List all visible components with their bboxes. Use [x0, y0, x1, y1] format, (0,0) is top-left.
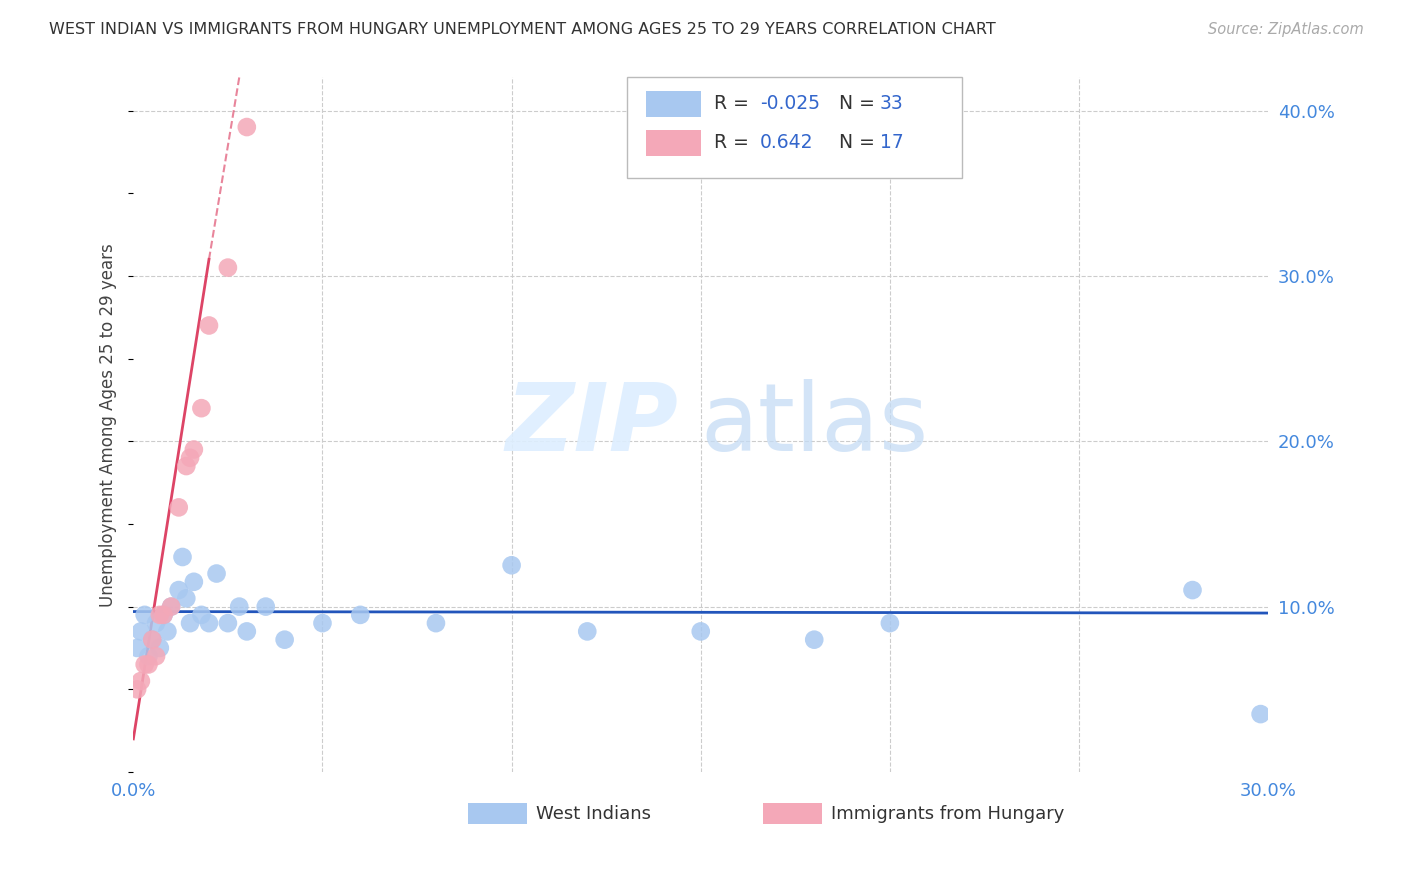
Point: [134, 657, 156, 672]
Point: [141, 632, 163, 647]
Text: R =: R =: [714, 95, 755, 113]
Point: [179, 616, 201, 631]
Point: [160, 599, 183, 614]
Text: Source: ZipAtlas.com: Source: ZipAtlas.com: [1208, 22, 1364, 37]
Point: [236, 624, 259, 639]
Point: [145, 649, 167, 664]
Point: [183, 442, 205, 457]
Point: [349, 607, 371, 622]
Text: N =: N =: [839, 133, 882, 152]
Point: [217, 616, 239, 631]
Point: [228, 599, 250, 614]
Point: [179, 450, 201, 465]
FancyBboxPatch shape: [763, 803, 823, 824]
Point: [127, 682, 149, 697]
Point: [190, 607, 212, 622]
Point: [172, 549, 194, 564]
Point: [149, 607, 172, 622]
Point: [145, 616, 167, 631]
Point: [217, 260, 239, 275]
Y-axis label: Unemployment Among Ages 25 to 29 years: Unemployment Among Ages 25 to 29 years: [100, 243, 117, 607]
Point: [129, 673, 152, 688]
Text: 0.642: 0.642: [759, 133, 813, 152]
Point: [198, 318, 221, 333]
Point: [273, 632, 295, 647]
Point: [576, 624, 599, 639]
Point: [138, 657, 160, 672]
Point: [152, 607, 174, 622]
Point: [183, 574, 205, 589]
FancyBboxPatch shape: [627, 78, 962, 178]
Point: [1250, 707, 1272, 722]
Text: Immigrants from Hungary: Immigrants from Hungary: [831, 805, 1064, 822]
Point: [803, 632, 825, 647]
Point: [141, 632, 163, 647]
Point: [167, 500, 190, 515]
Point: [138, 649, 160, 664]
Point: [254, 599, 277, 614]
Point: [127, 640, 149, 655]
Point: [129, 624, 152, 639]
Point: [156, 624, 179, 639]
Text: ZIP: ZIP: [505, 379, 678, 471]
Text: -0.025: -0.025: [759, 95, 820, 113]
Point: [198, 616, 221, 631]
Point: [167, 583, 190, 598]
FancyBboxPatch shape: [647, 91, 700, 117]
Text: 33: 33: [880, 95, 904, 113]
Text: West Indians: West Indians: [536, 805, 651, 822]
Text: R =: R =: [714, 133, 755, 152]
Point: [205, 566, 228, 581]
Point: [152, 607, 174, 622]
Text: atlas: atlas: [700, 379, 929, 471]
FancyBboxPatch shape: [468, 803, 527, 824]
Point: [879, 616, 901, 631]
Point: [501, 558, 523, 573]
Point: [1181, 583, 1204, 598]
Point: [174, 458, 197, 473]
FancyBboxPatch shape: [647, 129, 700, 156]
Text: 17: 17: [880, 133, 904, 152]
Point: [134, 607, 156, 622]
Point: [425, 616, 447, 631]
Text: WEST INDIAN VS IMMIGRANTS FROM HUNGARY UNEMPLOYMENT AMONG AGES 25 TO 29 YEARS CO: WEST INDIAN VS IMMIGRANTS FROM HUNGARY U…: [49, 22, 995, 37]
Point: [689, 624, 711, 639]
Point: [149, 640, 172, 655]
Point: [311, 616, 333, 631]
Text: N =: N =: [839, 95, 882, 113]
Point: [190, 401, 212, 416]
Point: [174, 591, 197, 606]
Point: [236, 120, 259, 134]
Point: [160, 599, 183, 614]
